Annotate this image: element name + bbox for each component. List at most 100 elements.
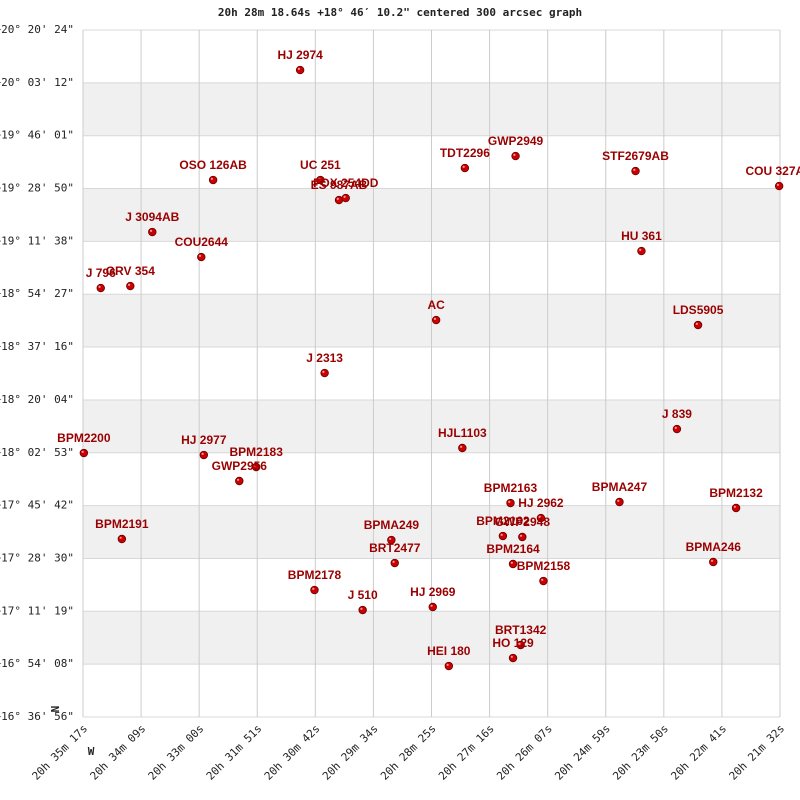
y-tick-label: +18° 54' 27" [0, 287, 74, 300]
star-highlight [198, 254, 202, 257]
star-highlight [149, 229, 153, 232]
star-label: HJL1103 [438, 426, 487, 440]
star-highlight [639, 248, 642, 251]
star-point [126, 281, 135, 291]
star-point [199, 450, 209, 460]
y-tick-label: +19° 28' 50" [0, 182, 74, 195]
star-point [637, 246, 646, 256]
star-point [295, 65, 305, 75]
star-highlight [510, 561, 513, 564]
star-highlight [776, 183, 780, 186]
star-point [498, 531, 508, 541]
star-highlight [430, 604, 433, 607]
star-point [235, 476, 244, 486]
y-tick-label: +17° 45' 42" [0, 499, 74, 512]
star-label: LDS5905 [673, 303, 724, 317]
star-highlight [460, 445, 463, 448]
star-point [117, 534, 127, 544]
star-label: HJ 2977 [181, 433, 227, 447]
star-highlight [500, 533, 503, 536]
star-highlight [541, 578, 544, 581]
star-label: BPMA247 [592, 480, 648, 494]
star-highlight [462, 165, 465, 168]
star-point [518, 532, 527, 542]
star-label: GWP2949 [488, 134, 544, 148]
star-highlight [513, 153, 516, 156]
star-highlight [297, 67, 301, 70]
star-point [208, 175, 218, 185]
star-label: BPM2163 [484, 481, 538, 495]
star-label: TDT2296 [440, 146, 490, 160]
y-tick-label: +20° 20' 24" [0, 23, 74, 36]
star-point [631, 166, 640, 176]
star-highlight [119, 536, 122, 539]
star-label: BPM2164 [486, 542, 540, 556]
star-label: HU 361 [621, 229, 662, 243]
star-label: HJ 2962 [518, 496, 564, 510]
star-label: BPM2191 [95, 517, 149, 531]
star-point [320, 368, 329, 378]
star-highlight [236, 478, 240, 481]
star-label: BPMA249 [364, 518, 420, 532]
star-label: OSO 126AB [179, 158, 247, 172]
star-point [731, 503, 741, 513]
star-label: BPM2158 [517, 559, 571, 573]
y-tick-label: +17° 28' 30" [0, 551, 74, 564]
y-tick-label: +18° 02' 53" [0, 446, 74, 459]
chart-title: 20h 28m 18.64s +18° 46′ 10.2" centered 3… [218, 6, 582, 19]
star-highlight [201, 452, 204, 455]
star-point [428, 602, 437, 612]
star-highlight [433, 317, 437, 320]
star-label: J 839 [662, 407, 692, 421]
star-point [390, 558, 399, 568]
star-label: UC 251 [300, 158, 341, 172]
star-highlight [360, 607, 363, 610]
star-highlight [633, 168, 636, 171]
star-point [197, 252, 206, 262]
star-label: J 796 [86, 266, 116, 280]
marks [79, 65, 784, 671]
star-label: AC [427, 298, 445, 312]
star-point [460, 163, 470, 173]
star-label: BPM2132 [709, 486, 763, 500]
star-point [508, 559, 518, 569]
star-point [341, 193, 350, 203]
star-point [709, 557, 718, 567]
star-point [458, 443, 467, 453]
star-label: HEI 180 [427, 644, 471, 658]
star-label: COU 327AB [745, 164, 800, 178]
star-highlight [518, 642, 521, 645]
y-tick-label: +18° 20' 04" [0, 393, 74, 406]
y-tick-label: +17° 11' 19" [0, 604, 74, 617]
star-point [693, 320, 703, 330]
star-highlight [520, 534, 523, 537]
star-highlight [322, 370, 325, 373]
star-point [310, 585, 319, 595]
star-label: BPM2183 [230, 445, 284, 459]
y-tick-label: +19° 46' 01" [0, 129, 74, 142]
star-highlight [336, 197, 339, 200]
star-highlight [674, 426, 677, 429]
star-highlight [617, 499, 620, 502]
star-point [615, 497, 624, 507]
star-point [539, 576, 548, 586]
star-label: GWP2956 [212, 459, 268, 473]
star-highlight [710, 559, 714, 562]
star-point [511, 151, 520, 161]
star-label: J 3094AB [125, 210, 179, 224]
star-point [96, 283, 105, 293]
star-highlight [128, 283, 131, 286]
star-highlight [81, 450, 84, 453]
y-tick-label: +18° 37' 16" [0, 340, 74, 353]
star-label: BPM2200 [57, 431, 111, 445]
star-label: J 510 [348, 588, 378, 602]
star-highlight [253, 464, 257, 467]
star-point [774, 181, 784, 191]
star-highlight [389, 537, 392, 540]
star-highlight [695, 322, 698, 325]
star-label: GWP2948 [495, 515, 551, 529]
star-label: ES 987AB [311, 178, 368, 192]
